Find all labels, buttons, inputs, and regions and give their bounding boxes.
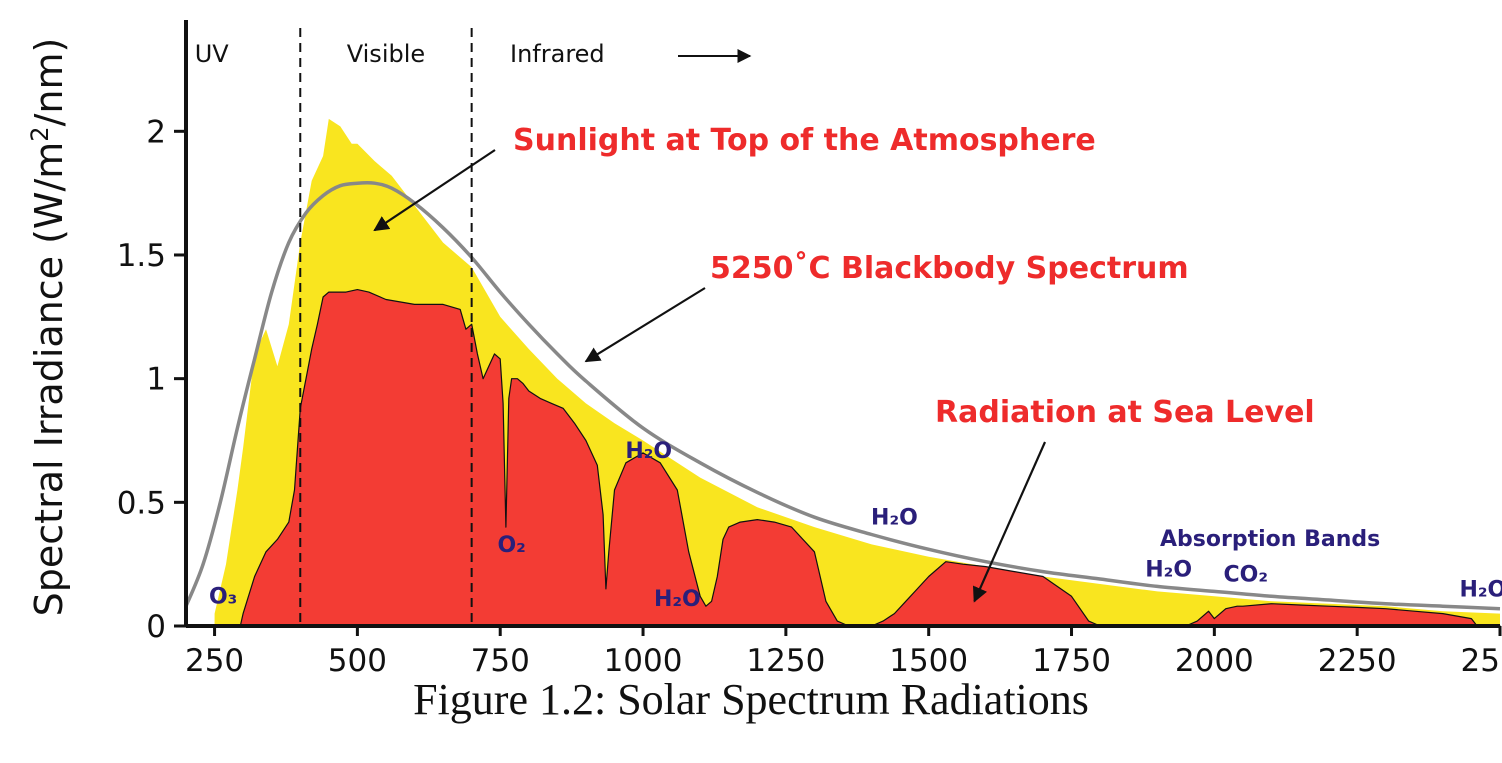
- y-axis-title: Spectral Irradiance (W/m2/nm): [26, 38, 71, 617]
- absorption-bands-title: Absorption Bands: [1160, 527, 1380, 552]
- region-label: Visible: [347, 40, 425, 68]
- x-tick-label: 250: [185, 643, 244, 679]
- annotation-arrow: [584, 287, 706, 363]
- absorption-label: H₂O: [871, 506, 918, 531]
- absorption-label: H₂O: [654, 587, 701, 612]
- x-tick-label: 1500: [889, 643, 968, 679]
- x-tick-label: 1750: [1032, 643, 1111, 679]
- absorption-label: O₃: [209, 585, 237, 610]
- annotation-arrow: [972, 441, 1047, 603]
- absorption-label: O₂: [497, 533, 525, 558]
- region-label: Infrared: [510, 40, 605, 68]
- x-tick-label: 2000: [1175, 643, 1254, 679]
- absorption-label: H₂O: [625, 439, 672, 464]
- x-tick-label: 2250: [1318, 643, 1397, 679]
- x-tick-label: 500: [328, 643, 387, 679]
- y-tick-label: 1.5: [117, 238, 166, 274]
- absorption-label: H₂O: [1459, 577, 1502, 602]
- y-tick-label: 0: [146, 609, 166, 645]
- annotation-label: 5250˚C Blackbody Spectrum: [710, 250, 1189, 286]
- absorption-label: CO₂: [1224, 562, 1268, 587]
- absorption-label: H₂O: [1145, 558, 1192, 583]
- x-tick-label: 1000: [604, 643, 683, 679]
- x-tick-label: 2500: [1461, 643, 1502, 679]
- x-tick-label: 750: [471, 643, 530, 679]
- series-blackbody: [184, 180, 1501, 611]
- annotation-label: Sunlight at Top of the Atmosphere: [513, 123, 1096, 158]
- region-label: UV: [195, 40, 230, 68]
- annotation-arrow: [373, 149, 496, 232]
- y-tick-label: 0.5: [117, 485, 166, 521]
- x-tick-label: 1250: [746, 643, 825, 679]
- y-tick-label: 1: [146, 362, 166, 398]
- annotation-label: Radiation at Sea Level: [935, 395, 1315, 430]
- figure-caption: Figure 1.2: Solar Spectrum Radiations: [413, 675, 1089, 724]
- y-tick-label: 2: [146, 114, 166, 150]
